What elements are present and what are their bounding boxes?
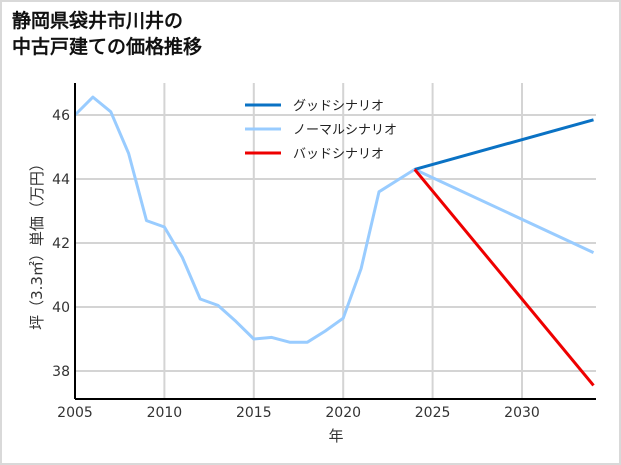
x-tick-label: 2015 <box>236 405 272 421</box>
data-lines <box>73 95 595 387</box>
chart-title: 静岡県袋井市川井の 中古戸建ての価格推移 <box>12 8 202 60</box>
x-tick-label: 2030 <box>504 405 540 421</box>
series-line <box>413 168 595 387</box>
y-tick-label: 46 <box>52 108 70 124</box>
x-tick-label: 2005 <box>57 405 93 421</box>
y-axis-label: 坪（3.3㎡）単価（万円） <box>28 156 46 330</box>
y-tick-label: 40 <box>52 300 70 316</box>
y-tick-label: 42 <box>52 236 70 252</box>
axes <box>74 83 596 400</box>
series-line <box>414 118 594 171</box>
legend-label: グッドシナリオ <box>293 99 384 114</box>
grid-lines <box>75 83 596 399</box>
legend-label: ノーマルシナリオ <box>293 123 397 138</box>
chart-title-line-1: 静岡県袋井市川井の <box>12 10 184 32</box>
chart-title-line-2: 中古戸建ての価格推移 <box>12 36 203 58</box>
tick-labels: 2005 2010 2015 2020 2025 2030 38 40 42 44 46 <box>52 108 540 421</box>
x-tick-label: 2020 <box>325 405 361 421</box>
x-axis-label: 年 <box>328 427 343 445</box>
legend-label: バッドシナリオ <box>293 147 384 162</box>
y-tick-label: 38 <box>52 364 70 380</box>
x-tick-label: 2025 <box>415 405 451 421</box>
y-tick-label: 44 <box>52 172 70 188</box>
series-line <box>73 95 595 344</box>
x-tick-label: 2010 <box>147 405 183 421</box>
